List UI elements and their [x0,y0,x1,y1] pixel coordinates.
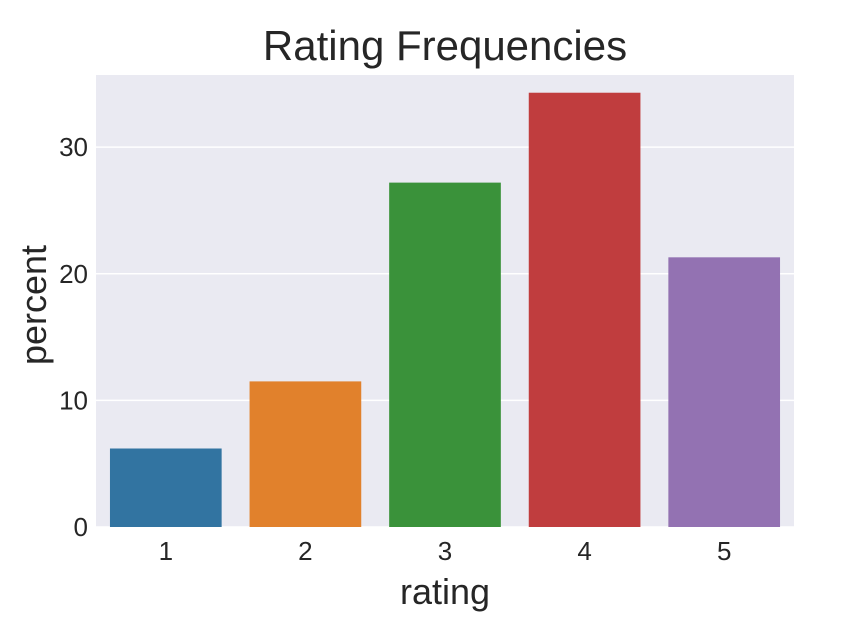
x-tick-labels: 1 2 3 4 5 [159,536,732,566]
y-tick-label: 30 [59,132,88,162]
x-tick-label: 5 [717,536,731,566]
y-tick-label: 10 [59,385,88,415]
bar-rating-4 [528,92,641,527]
bar-rating-3 [389,182,501,527]
y-tick-labels: 0 10 20 30 [59,132,88,542]
bar-rating-1 [109,448,222,527]
chart-title: Rating Frequencies [263,22,627,69]
bar-rating-5 [668,257,781,527]
x-tick-label: 3 [438,536,452,566]
y-tick-label: 20 [59,259,88,289]
y-tick-label: 0 [74,512,88,542]
x-axis-label: rating [400,571,490,612]
x-tick-label: 4 [577,536,591,566]
bars [109,92,781,527]
bar-rating-2 [249,381,362,527]
x-tick-label: 2 [298,536,312,566]
y-axis-label: percent [13,245,54,365]
x-tick-label: 1 [159,536,173,566]
